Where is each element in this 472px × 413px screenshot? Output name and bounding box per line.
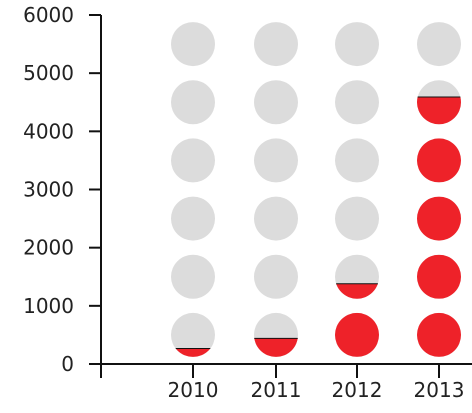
column-2011 [254,22,298,357]
symbol-fill [336,283,378,299]
unit-symbol [335,80,379,125]
y-tick-label: 2000 [23,236,74,260]
symbol-fill [335,312,379,357]
unit-symbol [417,138,461,183]
unit-symbol [417,22,461,67]
unit-symbol [335,196,379,241]
symbol-background [335,80,379,125]
symbol-background [171,22,215,67]
unit-symbol [171,312,215,357]
unit-symbol [254,138,298,183]
y-tick-label: 6000 [23,3,74,27]
symbol-background [171,196,215,241]
symbol-fill [254,338,298,357]
symbol-background [254,196,298,241]
column-2010 [171,22,215,357]
unit-symbol [171,254,215,299]
y-tick-label: 0 [61,352,74,376]
symbol-fill [417,196,461,241]
symbol-background [254,138,298,183]
symbol-background [171,80,215,125]
unit-symbol [335,312,379,357]
unit-symbol [171,22,215,67]
y-axis: 0 1000 2000 3000 4000 5000 6000 [23,3,102,376]
column-2012 [335,22,379,357]
x-tick-label: 2012 [332,378,383,402]
unit-symbol [254,254,298,299]
symbol-background [335,138,379,183]
symbol-fill [417,96,461,125]
unit-symbol [417,80,461,125]
unit-symbol [417,196,461,241]
symbol-fill [175,348,211,357]
symbol-background [335,196,379,241]
unit-symbol [335,138,379,183]
column-2013 [417,22,461,357]
y-tick-label: 5000 [23,61,74,85]
symbol-background [417,22,461,67]
x-tick-label: 2011 [251,378,302,402]
unit-symbol [171,80,215,125]
unit-symbol [417,254,461,299]
x-axis: 2010 2011 2012 2013 [100,363,472,402]
unit-symbol [171,138,215,183]
unit-symbol [335,22,379,67]
unit-symbol [417,312,461,357]
symbol-background [171,138,215,183]
symbol-background [254,254,298,299]
x-tick-label: 2010 [168,378,219,402]
symbol-background [171,312,215,357]
unit-symbol [254,22,298,67]
plot-area [171,22,461,357]
unit-symbol [254,196,298,241]
symbol-background [254,22,298,67]
unit-symbol [171,196,215,241]
symbol-fill [417,312,461,357]
unit-symbol [335,254,379,299]
unit-symbol [254,80,298,125]
y-tick-label: 3000 [23,178,74,202]
symbol-background [335,22,379,67]
y-tick-label: 1000 [23,294,74,318]
symbol-background [171,254,215,299]
y-tick-label: 4000 [23,119,74,143]
symbol-background [254,80,298,125]
unit-symbol [254,312,298,357]
x-tick-label: 2013 [414,378,465,402]
symbol-fill [417,254,461,299]
symbol-fill [417,138,461,183]
